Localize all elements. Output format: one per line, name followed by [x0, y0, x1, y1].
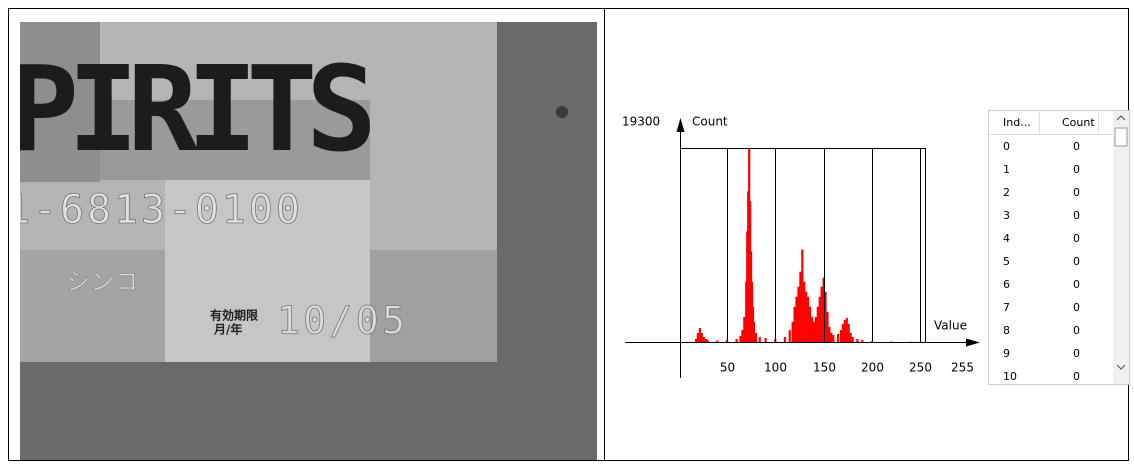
- card-name: シンコ: [66, 268, 138, 296]
- table-cell: 8: [1003, 324, 1010, 337]
- bar: [848, 324, 850, 342]
- histogram: 19300 Count Value 50 100 150 200 250 255: [622, 115, 980, 379]
- x-tick-label: 50: [720, 361, 735, 375]
- bar: [741, 330, 743, 342]
- bar: [755, 333, 757, 342]
- table-cell: 0: [1073, 370, 1080, 383]
- table-cell: 0: [1073, 324, 1080, 337]
- x-tick-label: 150: [813, 361, 836, 375]
- bar: [699, 328, 701, 342]
- table-cell: 0: [1073, 255, 1080, 268]
- bar: [765, 338, 767, 342]
- camera-image: PIRITS 1-6813-0100 シンコ 有効期限 月/年 10/05: [6, 22, 597, 460]
- x-axis-label: Value: [934, 319, 967, 333]
- x-tick-label: 255: [951, 361, 974, 375]
- bar: [789, 330, 791, 342]
- bar: [716, 340, 718, 342]
- x-arrow: [966, 339, 980, 347]
- bar: [821, 287, 823, 342]
- table-cell: 10: [1003, 370, 1017, 383]
- bar: [840, 330, 842, 342]
- expiry-date: 10/05: [277, 299, 405, 343]
- bar: [701, 333, 703, 342]
- bar: [695, 339, 697, 342]
- table-cell: 0: [1073, 140, 1080, 153]
- bar: [703, 337, 705, 342]
- y-max-label: 19300: [622, 115, 660, 129]
- x-tick-label: 200: [861, 361, 884, 375]
- bar: [846, 318, 848, 342]
- table-cell: 0: [1073, 301, 1080, 314]
- scroll-thumb[interactable]: [1115, 128, 1127, 146]
- bar: [801, 250, 803, 342]
- bar: [811, 317, 813, 342]
- bar: [736, 339, 738, 342]
- bar: [852, 337, 854, 342]
- table-cell: 0: [1073, 186, 1080, 199]
- bar: [842, 324, 844, 342]
- table-cell: 0: [1073, 278, 1080, 291]
- bar: [799, 272, 801, 342]
- table-cell: 9: [1003, 347, 1010, 360]
- bar: [792, 322, 794, 342]
- bar: [830, 333, 832, 342]
- bar: [795, 297, 797, 342]
- card-patch: [20, 250, 165, 362]
- bar: [743, 317, 745, 342]
- bar: [813, 322, 815, 342]
- bar: [817, 307, 819, 342]
- bar: [856, 339, 858, 342]
- bar: [784, 337, 786, 342]
- bar: [753, 322, 755, 342]
- table-cell: 0: [1003, 140, 1010, 153]
- bar: [844, 320, 846, 342]
- bar: [890, 341, 892, 342]
- table-cell: 0: [1073, 209, 1080, 222]
- dot: [556, 106, 568, 118]
- table-cell: 1: [1003, 163, 1010, 176]
- expiry-label: 月/年: [213, 322, 242, 337]
- bar: [697, 333, 699, 342]
- table-cell: 4: [1003, 232, 1010, 245]
- card-text: PIRITS: [8, 40, 383, 178]
- column-header: Count: [1062, 116, 1095, 129]
- bar: [809, 307, 811, 342]
- table-cell: 0: [1073, 163, 1080, 176]
- y-arrow: [677, 118, 685, 132]
- table-cell: 2: [1003, 186, 1010, 199]
- y-axis-label: Count: [692, 115, 728, 129]
- bar: [815, 317, 817, 342]
- table-cell: 0: [1073, 232, 1080, 245]
- bar: [803, 282, 805, 342]
- bar: [828, 327, 830, 342]
- table-cell: 5: [1003, 255, 1010, 268]
- x-tick-label: 100: [764, 361, 787, 375]
- bar: [832, 335, 834, 342]
- column-header: Ind...: [1003, 116, 1031, 129]
- bar: [807, 297, 809, 342]
- bar: [739, 336, 741, 342]
- table-cell: 3: [1003, 209, 1010, 222]
- bar: [794, 307, 796, 342]
- bar: [819, 297, 821, 342]
- table-cell: 6: [1003, 278, 1010, 291]
- bar: [797, 287, 799, 342]
- expiry-label: 有効期限: [210, 308, 258, 323]
- bar: [805, 292, 807, 342]
- table-cell: 7: [1003, 301, 1010, 314]
- table-cell: 0: [1073, 347, 1080, 360]
- bar: [850, 333, 852, 342]
- scrollbar[interactable]: [1113, 111, 1129, 384]
- bar: [759, 337, 761, 342]
- bar: [861, 340, 863, 342]
- bar: [707, 340, 709, 342]
- bar: [826, 312, 828, 342]
- bar: [837, 334, 839, 342]
- bar: [705, 339, 707, 342]
- x-tick-label: 250: [909, 361, 932, 375]
- card-number: 1-6813-0100: [6, 187, 300, 233]
